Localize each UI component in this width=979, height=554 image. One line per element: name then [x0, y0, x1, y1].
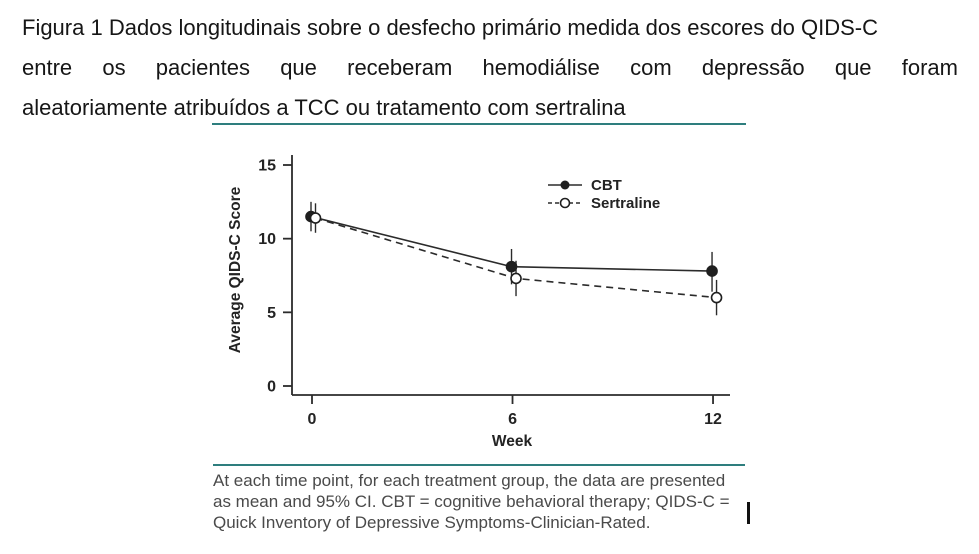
svg-text:0: 0 — [308, 411, 317, 428]
text-cursor — [747, 502, 750, 524]
caption-line-1: Figura 1 Dados longitudinais sobre o des… — [22, 15, 878, 40]
cbt-solid-line-marker-icon — [548, 180, 582, 190]
figure-top-rule — [212, 123, 746, 125]
legend-row-sertraline: Sertraline — [548, 194, 660, 212]
figure-bottom-rule — [213, 464, 745, 466]
legend-label-cbt: CBT — [591, 176, 622, 194]
svg-text:10: 10 — [258, 231, 276, 248]
chart-plot-area: 15 10 5 0 0 6 12 — [258, 155, 730, 428]
sertraline-dashed-line-marker-icon — [548, 197, 582, 209]
x-axis-title: Week — [491, 433, 533, 450]
legend-row-cbt: CBT — [548, 176, 660, 194]
svg-text:6: 6 — [508, 411, 517, 428]
svg-text:5: 5 — [267, 305, 276, 322]
footnote-line-3: Quick Inventory of Depressive Symptoms-C… — [213, 513, 651, 532]
chart-legend: CBT Sertraline — [548, 176, 660, 212]
legend-label-sertraline: Sertraline — [591, 194, 661, 212]
footnote-line-1: At each time point, for each treatment g… — [213, 471, 726, 490]
figure-footnote: At each time point, for each treatment g… — [213, 470, 758, 533]
y-axis-title: Average QIDS-C Score — [227, 186, 244, 354]
svg-text:12: 12 — [704, 411, 722, 428]
svg-text:0: 0 — [267, 379, 276, 396]
caption-line-2: entre os pacientes que receberam hemodiá… — [22, 55, 958, 80]
svg-text:15: 15 — [258, 158, 276, 175]
footnote-line-2: as mean and 95% CI. CBT = cognitive beha… — [213, 492, 730, 511]
figure-caption: Figura 1 Dados longitudinais sobre o des… — [22, 8, 958, 128]
caption-line-3: aleatoriamente atribuídos a TCC ou trata… — [22, 95, 626, 120]
qids-line-chart: 15 10 5 0 0 6 12 Average QIDS-C Score Week CBT… — [200, 130, 770, 465]
